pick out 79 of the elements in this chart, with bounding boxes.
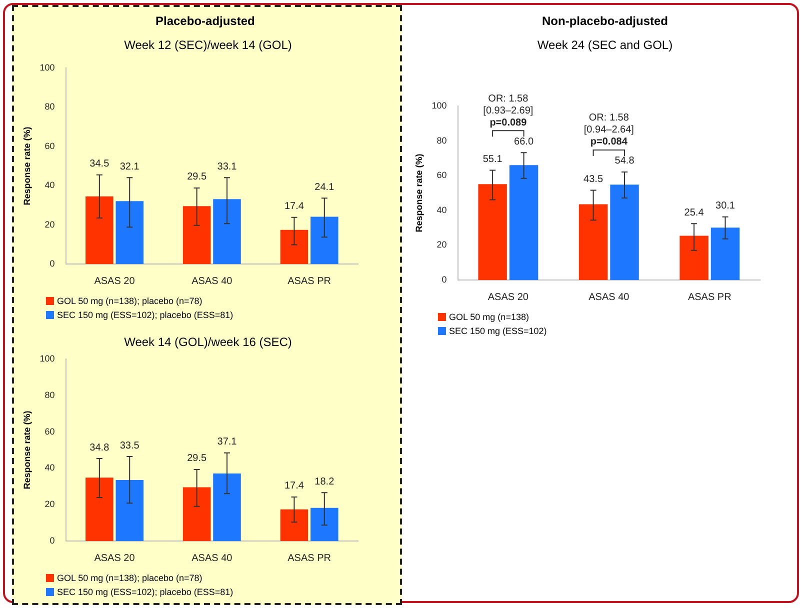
- bar: [509, 165, 538, 280]
- data-label: 34.8: [90, 442, 110, 454]
- y-tick-label: 20: [44, 219, 55, 230]
- legend-label: GOL 50 mg (n=138); placebo (n=78): [57, 296, 202, 306]
- chart-title: Week 12 (SEC)/week 14 (GOL): [123, 38, 293, 52]
- x-tick-label: ASAS 40: [192, 552, 233, 564]
- data-label: 54.8: [614, 156, 635, 167]
- bar: [116, 201, 144, 264]
- text: Non-placebo-adjusted: [542, 14, 668, 28]
- y-tick-label: 100: [40, 353, 55, 364]
- y-tick-label: 80: [436, 135, 447, 146]
- y-tick-label: 60: [436, 170, 447, 180]
- data-label: 33.5: [120, 440, 140, 452]
- y-axis-title: Response rate (%): [22, 126, 32, 206]
- annotation: OR: 1.58 [0.93–2.69] p=0.089: [483, 93, 534, 128]
- chart-title: Week 24 (SEC and GOL): [536, 38, 674, 52]
- x-tick-label: ASAS PR: [688, 292, 732, 303]
- bar: [280, 509, 308, 541]
- y-tick-label: 40: [436, 204, 447, 215]
- legend-label: GOL 50 mg (n=138): [449, 312, 529, 322]
- bar: [86, 196, 114, 264]
- y-tick-label: 40: [44, 180, 55, 190]
- x-tick-label: ASAS PR: [288, 276, 331, 287]
- bar: [710, 228, 740, 280]
- bar: [280, 230, 308, 264]
- y-tick-label: 80: [44, 102, 55, 112]
- data-label: 17.4: [284, 201, 304, 212]
- x-tick-label: ASAS 40: [588, 292, 630, 303]
- chart-title: Week 14 (GOL)/week 16 (SEC): [123, 335, 293, 349]
- x-tick-label: ASAS 20: [488, 292, 529, 303]
- y-axis-title: Response rate (%): [414, 154, 424, 232]
- data-label: 33.1: [217, 161, 238, 172]
- legend-label: SEC 150 mg (ESS=102); placebo (ESS=81): [57, 310, 234, 320]
- bar: [86, 478, 114, 541]
- legend-label: GOL 50 mg (n=138); placebo (n=78): [57, 573, 202, 583]
- bar: [310, 216, 338, 264]
- legend-label: SEC 150 mg (ESS=102): [449, 326, 547, 336]
- y-tick-label: 0: [50, 535, 55, 546]
- bar: [478, 184, 507, 280]
- data-label: 32.1: [120, 161, 140, 172]
- bar: [680, 236, 708, 280]
- y-tick-label: 0: [50, 258, 55, 268]
- data-label: 29.5: [187, 453, 207, 464]
- x-tick-label: ASAS 20: [94, 276, 136, 287]
- data-label: 66.0: [514, 136, 534, 148]
- y-tick-label: 100: [40, 62, 55, 72]
- bar: [213, 473, 241, 541]
- data-label: 18.2: [314, 476, 335, 488]
- bar: [310, 508, 338, 541]
- data-label: 55.1: [482, 154, 503, 165]
- data-label: 17.4: [284, 480, 304, 492]
- legend-label: SEC 150 mg (ESS=102); placebo (ESS=81): [57, 587, 234, 597]
- x-tick-label: ASAS 40: [192, 276, 233, 287]
- bar: [182, 206, 211, 264]
- y-tick-label: 0: [442, 274, 447, 284]
- y-tick-label: 80: [44, 390, 55, 400]
- y-axis-title: Response rate (%): [22, 410, 32, 490]
- y-tick-label: 20: [436, 240, 447, 250]
- bar: [213, 199, 241, 264]
- text: Placebo-adjusted: [156, 14, 255, 28]
- data-label: 37.1: [217, 436, 238, 448]
- data-label: 34.5: [90, 158, 110, 170]
- bar: [610, 184, 639, 280]
- bar: [116, 480, 144, 541]
- bar: [182, 487, 211, 541]
- data-label: 43.5: [584, 174, 604, 185]
- annotation: OR: 1.58 [0.94–2.64] p=0.084: [584, 112, 634, 148]
- y-tick-label: 20: [44, 499, 55, 510]
- y-tick-label: 100: [432, 100, 447, 110]
- data-label: 25.4: [684, 207, 704, 218]
- x-tick-label: ASAS PR: [288, 552, 331, 564]
- data-label: 24.1: [314, 182, 335, 193]
- y-tick-label: 60: [44, 426, 55, 436]
- y-tick-label: 40: [44, 462, 55, 473]
- bar: [578, 204, 608, 280]
- y-tick-label: 60: [44, 140, 55, 151]
- x-tick-label: ASAS 20: [94, 552, 136, 564]
- data-label: 30.1: [716, 200, 736, 212]
- data-label: 29.5: [187, 172, 207, 183]
